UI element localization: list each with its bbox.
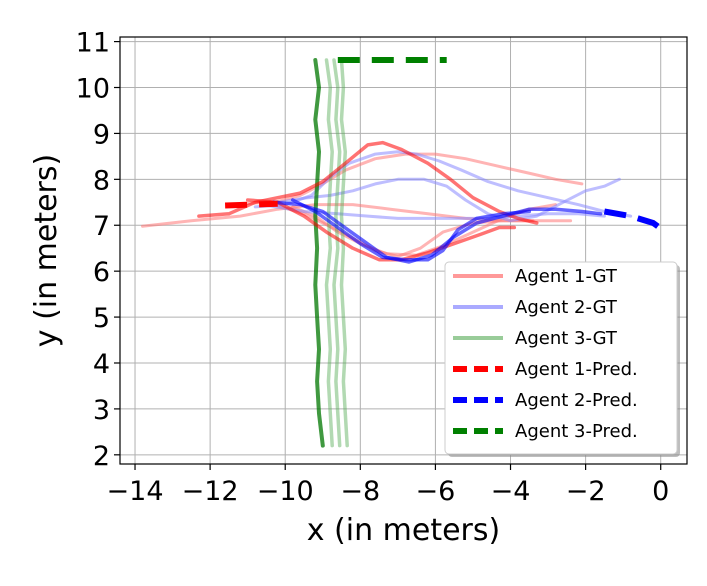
- x-axis-label: x (in meters): [307, 513, 500, 548]
- x-tick-label: −14: [107, 476, 164, 507]
- legend-label: Agent 1-GT: [515, 266, 618, 287]
- x-tick-label: −4: [491, 476, 531, 507]
- series-pred1-line: [224, 200, 278, 209]
- y-tick-label: 5: [93, 303, 110, 334]
- series-gt3-line: [324, 58, 334, 448]
- series-gt3-line: [339, 58, 349, 448]
- x-tick-label: −10: [257, 476, 314, 507]
- series-gt2-line: [276, 177, 621, 223]
- x-tick-label: −2: [566, 476, 606, 507]
- series-traj2-line: [272, 200, 603, 264]
- series-traj2-line: [290, 198, 532, 262]
- legend-label: Agent 2-GT: [515, 297, 618, 318]
- legend-label: Agent 2-Pred.: [515, 390, 638, 411]
- axis-ticks: −14 −12 −10 −8 −6 −4 −2 0 2 3 4 5 6 7 8 9 10 11: [76, 28, 670, 507]
- x-tick-label: 0: [652, 476, 669, 507]
- y-axis-label: y (in meters): [29, 154, 64, 347]
- series-gt3-line: [332, 58, 342, 448]
- series-pred2-line: [603, 208, 665, 233]
- plot-area: [141, 57, 665, 448]
- y-tick-label: 7: [93, 211, 110, 242]
- series-gt2-line: [261, 203, 606, 220]
- y-tick-label: 3: [93, 395, 110, 426]
- y-tick-label: 9: [93, 119, 110, 150]
- legend-label: Agent 3-Pred.: [515, 421, 638, 442]
- legend-label: Agent 3-GT: [515, 328, 618, 349]
- y-tick-label: 11: [76, 28, 110, 59]
- x-tick-label: −12: [182, 476, 239, 507]
- y-tick-label: 4: [93, 349, 110, 380]
- series-gt3-line: [313, 58, 325, 448]
- x-tick-label: −8: [340, 476, 380, 507]
- y-tick-label: 8: [93, 165, 110, 196]
- y-tick-label: 10: [76, 74, 110, 105]
- plot-frame: [119, 36, 688, 465]
- legend-box: [444, 261, 678, 455]
- legend-label: Agent 1-Pred.: [515, 359, 638, 380]
- y-tick-label: 6: [93, 257, 110, 288]
- legend: Agent 1-GT Agent 2-GT Agent 3-GT Agent 1-Pr…: [444, 261, 680, 457]
- x-tick-label: −6: [416, 476, 456, 507]
- y-tick-label: 2: [93, 441, 110, 472]
